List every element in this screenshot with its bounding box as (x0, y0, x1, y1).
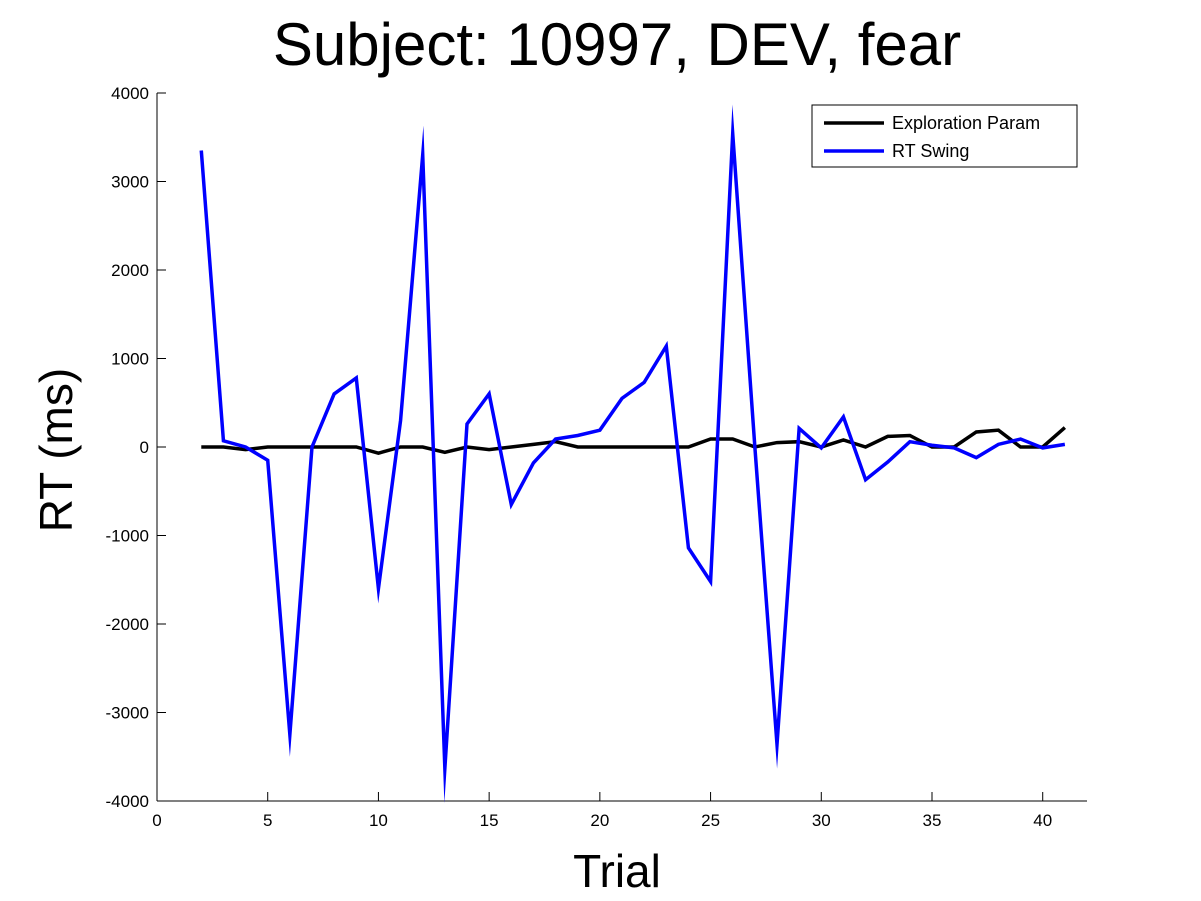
x-tick-label: 40 (1033, 811, 1052, 830)
y-tick-label: 0 (140, 438, 149, 457)
y-tick-label: -4000 (106, 792, 149, 811)
x-tick-label: 25 (701, 811, 720, 830)
y-tick-label: -2000 (106, 615, 149, 634)
plot-area: 0 5 10 15 20 25 30 35 40 -4000 -3000 -2000 -1000 0 100… (106, 84, 1087, 830)
legend-label: Exploration Param (892, 113, 1040, 133)
y-axis-title: RT (ms) (30, 368, 82, 532)
y-tick-label: 3000 (111, 173, 149, 192)
y-tick-label: -3000 (106, 704, 149, 723)
series-line-exploration-param (201, 426, 1067, 456)
x-tick-label: 5 (263, 811, 272, 830)
legend: Exploration Param RT Swing (811, 104, 1078, 168)
x-tick-label: 10 (369, 811, 388, 830)
y-tick-label: 2000 (111, 261, 149, 280)
y-tick-label: -1000 (106, 527, 149, 546)
x-tick-label: 15 (480, 811, 499, 830)
chart-title: Subject: 10997, DEV, fear (273, 11, 961, 78)
series-line-rt-swing (199, 104, 1066, 804)
legend-label: RT Swing (892, 141, 969, 161)
y-tick-label: 4000 (111, 84, 149, 103)
legend-box (811, 104, 1078, 168)
x-tick-label: 35 (923, 811, 942, 830)
y-tick-label: 1000 (111, 350, 149, 369)
x-tick-label: 20 (590, 811, 609, 830)
x-tick-label: 30 (812, 811, 831, 830)
x-axis-title: Trial (573, 845, 661, 897)
x-tick-label: 0 (152, 811, 161, 830)
